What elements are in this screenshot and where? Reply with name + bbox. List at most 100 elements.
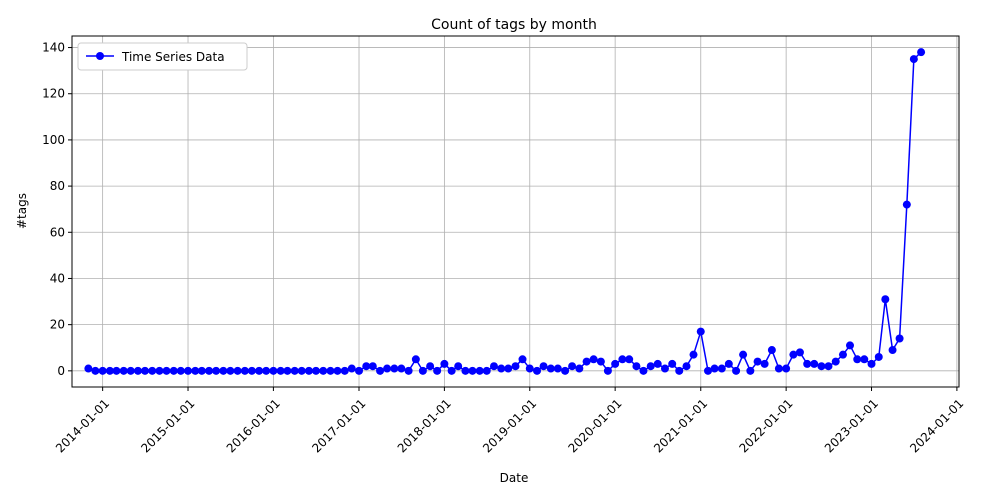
y-tick-label: 80 xyxy=(50,179,65,193)
data-point xyxy=(276,366,285,375)
data-point xyxy=(653,359,662,368)
y-axis-ticks: 0 20 40 60 80 100 120 140 xyxy=(42,41,72,378)
y-axis-label: #tags xyxy=(15,193,29,229)
data-point xyxy=(675,366,684,375)
data-point xyxy=(176,366,185,375)
data-point xyxy=(575,364,584,373)
data-point xyxy=(426,362,435,371)
data-point xyxy=(347,364,356,373)
data-point xyxy=(795,348,804,357)
data-point xyxy=(625,355,634,364)
data-point xyxy=(219,366,228,375)
series-layer xyxy=(84,48,926,375)
data-point xyxy=(668,359,677,368)
data-point xyxy=(475,366,484,375)
data-point xyxy=(197,366,206,375)
y-tick-label: 140 xyxy=(42,41,65,55)
data-point xyxy=(454,362,463,371)
data-point xyxy=(184,366,193,375)
data-point xyxy=(539,362,548,371)
data-point xyxy=(646,362,655,371)
data-point xyxy=(205,366,214,375)
data-point xyxy=(333,366,342,375)
y-tick-label: 40 xyxy=(50,271,65,285)
data-point xyxy=(482,366,491,375)
data-point xyxy=(468,366,477,375)
grid xyxy=(72,36,959,387)
data-point xyxy=(767,346,776,355)
data-point xyxy=(845,341,854,350)
data-point xyxy=(247,366,256,375)
data-point xyxy=(704,366,713,375)
data-point xyxy=(133,366,142,375)
y-tick-label: 60 xyxy=(50,225,65,239)
data-point xyxy=(732,366,741,375)
data-point xyxy=(881,295,890,304)
data-point xyxy=(760,359,769,368)
data-point xyxy=(902,200,911,209)
data-point xyxy=(888,346,897,355)
y-tick-label: 120 xyxy=(42,87,65,101)
data-point xyxy=(119,366,128,375)
legend-marker xyxy=(96,52,104,60)
data-point xyxy=(724,359,733,368)
data-point xyxy=(169,366,178,375)
data-point xyxy=(746,366,755,375)
data-point xyxy=(596,357,605,366)
data-point xyxy=(489,362,498,371)
data-point xyxy=(611,359,620,368)
data-point xyxy=(618,355,627,364)
data-point xyxy=(782,364,791,373)
data-point xyxy=(546,364,555,373)
data-point xyxy=(774,364,783,373)
data-point xyxy=(867,359,876,368)
data-point xyxy=(269,366,278,375)
data-point xyxy=(383,364,392,373)
data-point xyxy=(689,350,698,359)
data-point xyxy=(390,364,399,373)
data-point xyxy=(860,355,869,364)
data-point xyxy=(148,366,157,375)
data-point xyxy=(340,366,349,375)
data-point xyxy=(304,366,313,375)
data-point xyxy=(140,366,149,375)
data-point xyxy=(533,366,542,375)
legend: Time Series Data xyxy=(77,42,248,71)
data-point xyxy=(447,366,456,375)
data-point xyxy=(191,366,200,375)
data-point xyxy=(789,350,798,359)
data-point xyxy=(233,366,242,375)
chart-title: Count of tags by month xyxy=(431,17,597,33)
data-point xyxy=(98,366,107,375)
data-point xyxy=(283,366,292,375)
data-point xyxy=(105,366,114,375)
data-point xyxy=(290,366,299,375)
data-point xyxy=(917,48,926,57)
data-point xyxy=(297,366,306,375)
data-point xyxy=(518,355,527,364)
data-point xyxy=(433,366,442,375)
data-point xyxy=(411,355,420,364)
data-point xyxy=(319,366,328,375)
data-point xyxy=(874,352,883,361)
data-point xyxy=(126,366,135,375)
data-point xyxy=(603,366,612,375)
data-point xyxy=(461,366,470,375)
legend-box xyxy=(77,42,248,71)
data-point xyxy=(368,362,377,371)
data-point xyxy=(404,366,413,375)
data-point xyxy=(739,350,748,359)
data-point xyxy=(909,55,918,64)
plot-area xyxy=(72,36,959,387)
plot-frame xyxy=(71,35,960,388)
data-point xyxy=(240,366,249,375)
data-point xyxy=(753,357,762,366)
data-point xyxy=(440,359,449,368)
data-point xyxy=(831,357,840,366)
data-point xyxy=(511,362,520,371)
data-point xyxy=(838,350,847,359)
data-point xyxy=(717,364,726,373)
data-point xyxy=(810,359,819,368)
y-tick-label: 100 xyxy=(42,133,65,147)
data-point xyxy=(362,362,371,371)
